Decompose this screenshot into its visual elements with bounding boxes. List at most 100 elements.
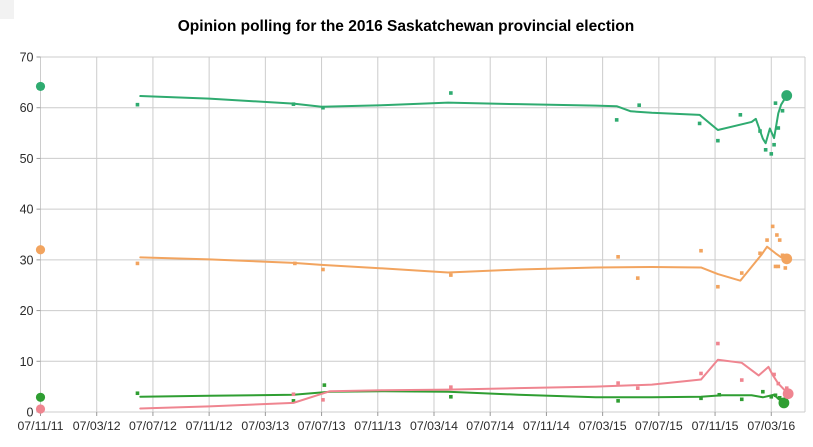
x-tick-label: 07/11/14 [523, 419, 570, 433]
poll-point [637, 103, 641, 107]
poll-point [784, 386, 789, 390]
y-axis-labels: 0 10 20 30 40 50 60 70 [20, 51, 34, 420]
poll-point [777, 396, 782, 400]
poll-point [769, 152, 774, 156]
poll-point [758, 129, 762, 133]
x-tick-label: 07/07/13 [298, 419, 346, 433]
screen-corner-artifact [0, 0, 14, 19]
poll-point [616, 255, 620, 259]
trend-line [139, 94, 788, 145]
axis-tick-marks [36, 56, 772, 416]
trend-line [139, 358, 790, 410]
poll-point [777, 238, 782, 242]
poll-point [135, 391, 140, 396]
election-2016-result [781, 90, 793, 101]
poll-point [716, 341, 720, 346]
election-2016-result [782, 388, 794, 400]
poll-point [738, 113, 743, 117]
election-2011-result [35, 245, 46, 255]
poll-point [291, 102, 296, 106]
poll-point [321, 398, 325, 402]
y-tick-label: 30 [20, 253, 34, 267]
poll-point [769, 394, 774, 399]
x-tick-label: 07/03/13 [241, 419, 289, 433]
poll-point [135, 102, 140, 107]
x-tick-label: 07/03/16 [747, 419, 795, 433]
chart-title: Opinion polling for the 2016 Saskatchewa… [178, 18, 635, 35]
poll-point [616, 381, 620, 385]
poll-point [716, 138, 720, 143]
poll-point [770, 224, 775, 229]
trend-line [139, 390, 785, 404]
poll-point [761, 389, 765, 394]
poll-point [763, 148, 768, 152]
poll-point [776, 381, 781, 386]
poll-point [783, 266, 788, 270]
x-tick-label: 07/07/12 [129, 419, 177, 433]
poll-point [739, 271, 744, 275]
poll-point [135, 261, 140, 266]
series-green-party [35, 383, 790, 409]
x-tick-label: 07/03/14 [410, 419, 458, 433]
poll-point [780, 253, 785, 258]
poll-point [293, 261, 297, 266]
poll-point [699, 371, 703, 376]
election-2016-result [781, 253, 793, 265]
poll-point [772, 142, 776, 147]
poll-point [699, 248, 703, 253]
poll-point [449, 394, 453, 399]
series-saskatchewan-party [35, 81, 793, 156]
election-2011-result [35, 392, 46, 402]
series-liberal-party [35, 341, 794, 414]
election-2011-result [35, 81, 46, 92]
x-tick-label: 07/11/12 [186, 419, 233, 433]
poll-point [739, 397, 744, 402]
poll-point [449, 385, 453, 389]
poll-point [773, 393, 778, 398]
x-tick-label: 07/03/12 [73, 419, 121, 433]
election-2011-result [35, 404, 46, 414]
poll-point [321, 267, 325, 272]
x-tick-label: 07/11/15 [692, 419, 739, 433]
poll-point [772, 372, 776, 377]
x-axis-labels: 07/11/11 07/03/12 07/07/12 07/11/12 07/03/13… [17, 419, 795, 433]
poll-point [635, 386, 640, 390]
poll-point [614, 118, 619, 122]
y-tick-label: 70 [20, 51, 34, 65]
x-tick-label: 07/07/15 [635, 419, 683, 433]
poll-point [321, 105, 325, 110]
poll-point [773, 101, 778, 105]
y-tick-label: 20 [20, 304, 34, 318]
poll-point [739, 378, 744, 382]
y-tick-label: 60 [20, 101, 34, 115]
y-tick-label: 50 [20, 152, 34, 166]
gridlines [40, 56, 806, 413]
y-tick-label: 40 [20, 203, 34, 217]
poll-point [699, 396, 703, 401]
poll-point [449, 91, 453, 95]
y-tick-label: 0 [27, 406, 34, 420]
poll-point [776, 126, 781, 130]
x-tick-label: 07/11/13 [354, 419, 401, 433]
poll-point [758, 251, 762, 256]
poll-point [776, 264, 781, 269]
poll-point [291, 399, 296, 403]
poll-point [635, 276, 640, 280]
poll-point [717, 392, 722, 397]
election-2016-result [778, 397, 790, 409]
series-new-democratic-party [35, 224, 793, 289]
poll-point [780, 108, 785, 113]
poll-point [449, 273, 453, 277]
trend-line [139, 245, 788, 282]
poll-point [616, 399, 620, 403]
poll-point [773, 264, 778, 269]
x-tick-label: 07/03/15 [579, 419, 627, 433]
poll-point [716, 284, 720, 289]
poll-point [291, 392, 296, 397]
poll-point [765, 238, 769, 242]
x-tick-label: 07/11/11 [17, 419, 63, 433]
series-layer [35, 81, 794, 414]
poll-point [322, 383, 327, 387]
